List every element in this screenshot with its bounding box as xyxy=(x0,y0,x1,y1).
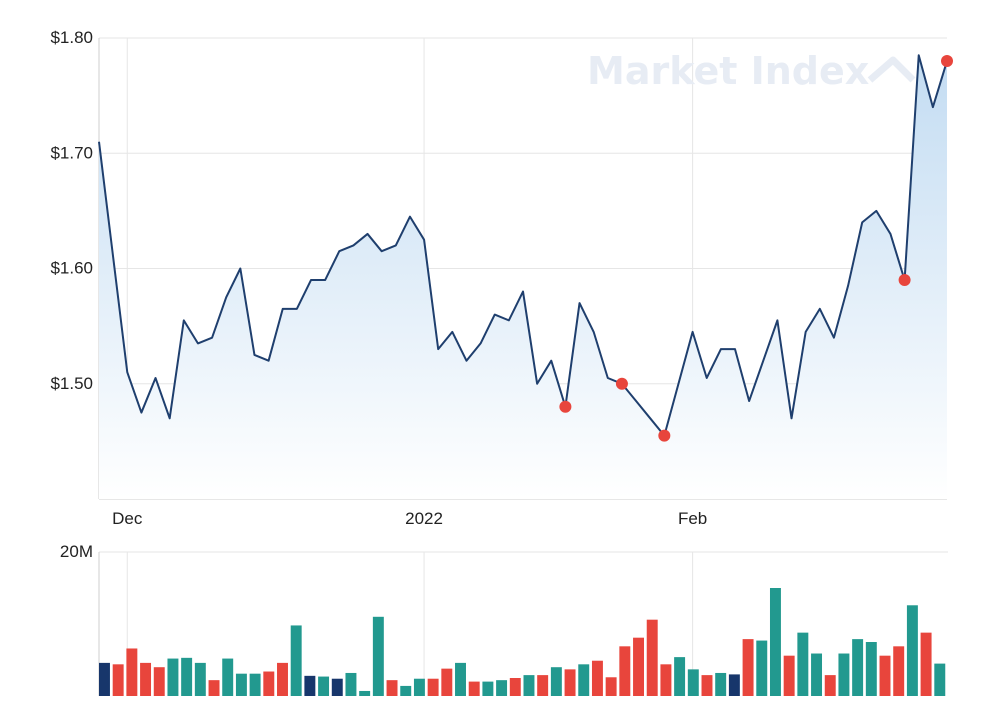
volume-bar[interactable] xyxy=(660,664,672,696)
volume-bar[interactable] xyxy=(852,639,864,696)
volume-bar[interactable] xyxy=(893,646,905,696)
volume-bar[interactable] xyxy=(496,680,508,696)
volume-bar[interactable] xyxy=(728,674,740,696)
price-axis-labels: $1.80 $1.70 $1.60 $1.50 xyxy=(50,28,93,393)
price-area xyxy=(98,54,948,499)
price-marker[interactable] xyxy=(658,429,671,442)
volume-bars xyxy=(99,588,946,696)
volume-bar[interactable] xyxy=(756,640,768,696)
date-axis-labels: Dec 2022 Feb xyxy=(112,509,707,528)
volume-bar[interactable] xyxy=(619,646,631,696)
volume-bar[interactable] xyxy=(345,672,357,696)
date-tick-label: 2022 xyxy=(405,509,443,528)
volume-bar[interactable] xyxy=(701,675,713,696)
volume-axis-labels: 20M xyxy=(60,542,93,561)
price-marker[interactable] xyxy=(615,377,628,390)
date-tick-label: Dec xyxy=(112,509,143,528)
volume-bar[interactable] xyxy=(865,642,877,696)
volume-bar[interactable] xyxy=(633,637,644,696)
volume-bar[interactable] xyxy=(372,616,384,696)
volume-bar[interactable] xyxy=(674,657,686,696)
volume-bar[interactable] xyxy=(277,662,288,696)
volume-bar[interactable] xyxy=(359,690,371,696)
volume-bar[interactable] xyxy=(920,632,932,696)
price-marker[interactable] xyxy=(941,55,953,68)
watermark-text: Market Index xyxy=(587,49,869,93)
volume-bar[interactable] xyxy=(687,669,699,696)
volume-bar[interactable] xyxy=(523,675,535,696)
volume-bar[interactable] xyxy=(550,667,562,696)
volume-bar[interactable] xyxy=(591,660,603,696)
volume-bar[interactable] xyxy=(167,658,179,696)
volume-bar[interactable] xyxy=(427,678,439,696)
volume-bar[interactable] xyxy=(482,681,494,696)
volume-bar[interactable] xyxy=(537,675,549,696)
volume-bar[interactable] xyxy=(331,678,343,696)
volume-bar[interactable] xyxy=(290,625,302,696)
volume-bar[interactable] xyxy=(811,653,823,696)
volume-bar[interactable] xyxy=(263,671,275,696)
volume-bar[interactable] xyxy=(783,655,795,696)
volume-bar[interactable] xyxy=(181,657,193,696)
volume-bar[interactable] xyxy=(824,675,836,696)
volume-bar[interactable] xyxy=(564,669,576,696)
volume-bar[interactable] xyxy=(906,605,918,696)
volume-bar[interactable] xyxy=(400,685,412,696)
volume-bar[interactable] xyxy=(222,658,234,696)
price-tick-label: $1.70 xyxy=(50,143,93,162)
volume-tick-label: 20M xyxy=(60,542,93,561)
volume-bar[interactable] xyxy=(455,662,466,696)
volume-bar[interactable] xyxy=(797,632,809,696)
volume-bar[interactable] xyxy=(140,662,152,696)
volume-bar[interactable] xyxy=(838,653,850,696)
volume-bar[interactable] xyxy=(304,675,316,696)
volume-bar[interactable] xyxy=(879,655,891,696)
volume-bar[interactable] xyxy=(235,673,247,696)
price-tick-label: $1.50 xyxy=(50,374,93,393)
price-tick-label: $1.60 xyxy=(50,259,93,278)
volume-bar[interactable] xyxy=(605,677,617,696)
volume-bar[interactable] xyxy=(934,663,946,696)
volume-bar[interactable] xyxy=(249,673,261,696)
price-area-fill xyxy=(99,55,947,499)
price-tick-label: $1.80 xyxy=(50,28,93,47)
volume-bar[interactable] xyxy=(99,662,110,696)
volume-bar[interactable] xyxy=(194,662,206,696)
volume-bar[interactable] xyxy=(153,667,165,696)
date-tick-label: Feb xyxy=(678,509,707,528)
volume-bar[interactable] xyxy=(126,648,138,696)
watermark-logo-icon xyxy=(867,56,916,83)
volume-bar[interactable] xyxy=(413,678,425,696)
volume-bar[interactable] xyxy=(578,664,590,696)
volume-bar[interactable] xyxy=(646,619,658,696)
volume-bar[interactable] xyxy=(208,680,220,696)
volume-bar[interactable] xyxy=(742,639,754,696)
volume-bar[interactable] xyxy=(509,678,521,696)
volume-bar[interactable] xyxy=(715,672,727,696)
price-marker[interactable] xyxy=(898,274,911,287)
volume-bar[interactable] xyxy=(468,681,480,696)
volume-bar[interactable] xyxy=(769,588,781,696)
volume-bar[interactable] xyxy=(318,676,330,696)
price-line xyxy=(98,54,948,437)
price-markers xyxy=(559,55,953,442)
volume-bar[interactable] xyxy=(112,664,124,696)
volume-bar[interactable] xyxy=(386,680,398,696)
price-marker[interactable] xyxy=(559,400,572,413)
volume-bar[interactable] xyxy=(441,668,453,696)
